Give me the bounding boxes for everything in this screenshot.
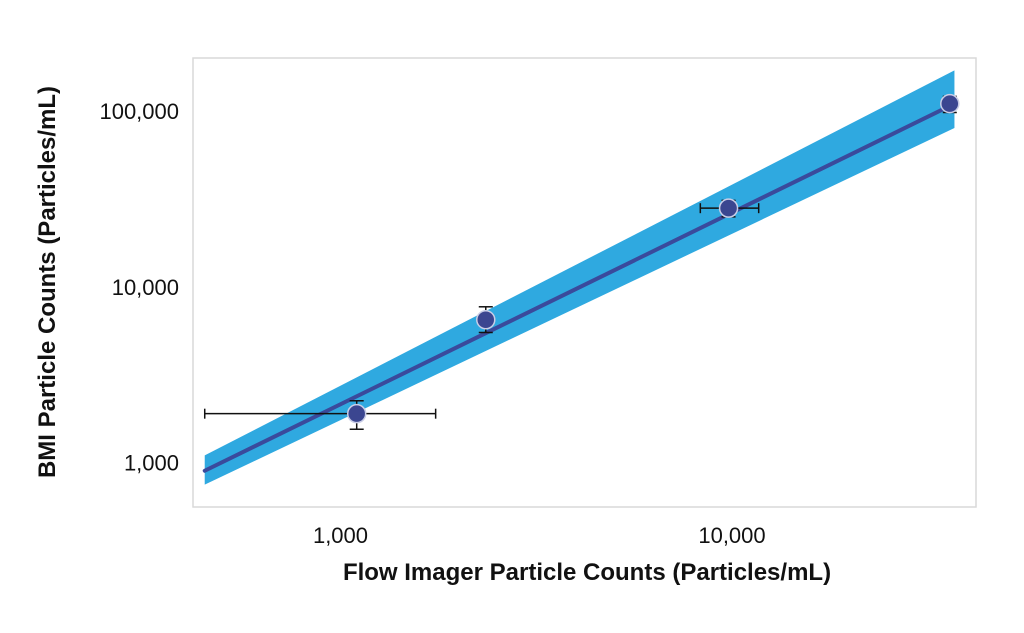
x-tick-label: 10,000 (698, 523, 765, 548)
y-tick-label: 1,000 (124, 451, 179, 476)
fit-line-layer (202, 101, 957, 473)
x-tick-labels: 1,000 10,000 (313, 523, 766, 548)
x-axis-title: Flow Imager Particle Counts (Particles/m… (343, 559, 831, 586)
data-point-1 (346, 403, 367, 424)
y-axis-title: BMI Particle Counts (Particles/mL) (34, 86, 61, 478)
data-point-layer (346, 93, 960, 424)
data-point-4 (940, 93, 960, 114)
y-tick-label: 10,000 (112, 275, 179, 300)
fit-line (202, 101, 957, 473)
y-tick-labels: 1,000 10,000 100,000 (99, 99, 179, 476)
y-tick-label: 100,000 (99, 99, 179, 124)
data-point-3 (718, 198, 739, 218)
data-point-2 (476, 309, 496, 330)
x-tick-label: 1,000 (313, 523, 368, 548)
